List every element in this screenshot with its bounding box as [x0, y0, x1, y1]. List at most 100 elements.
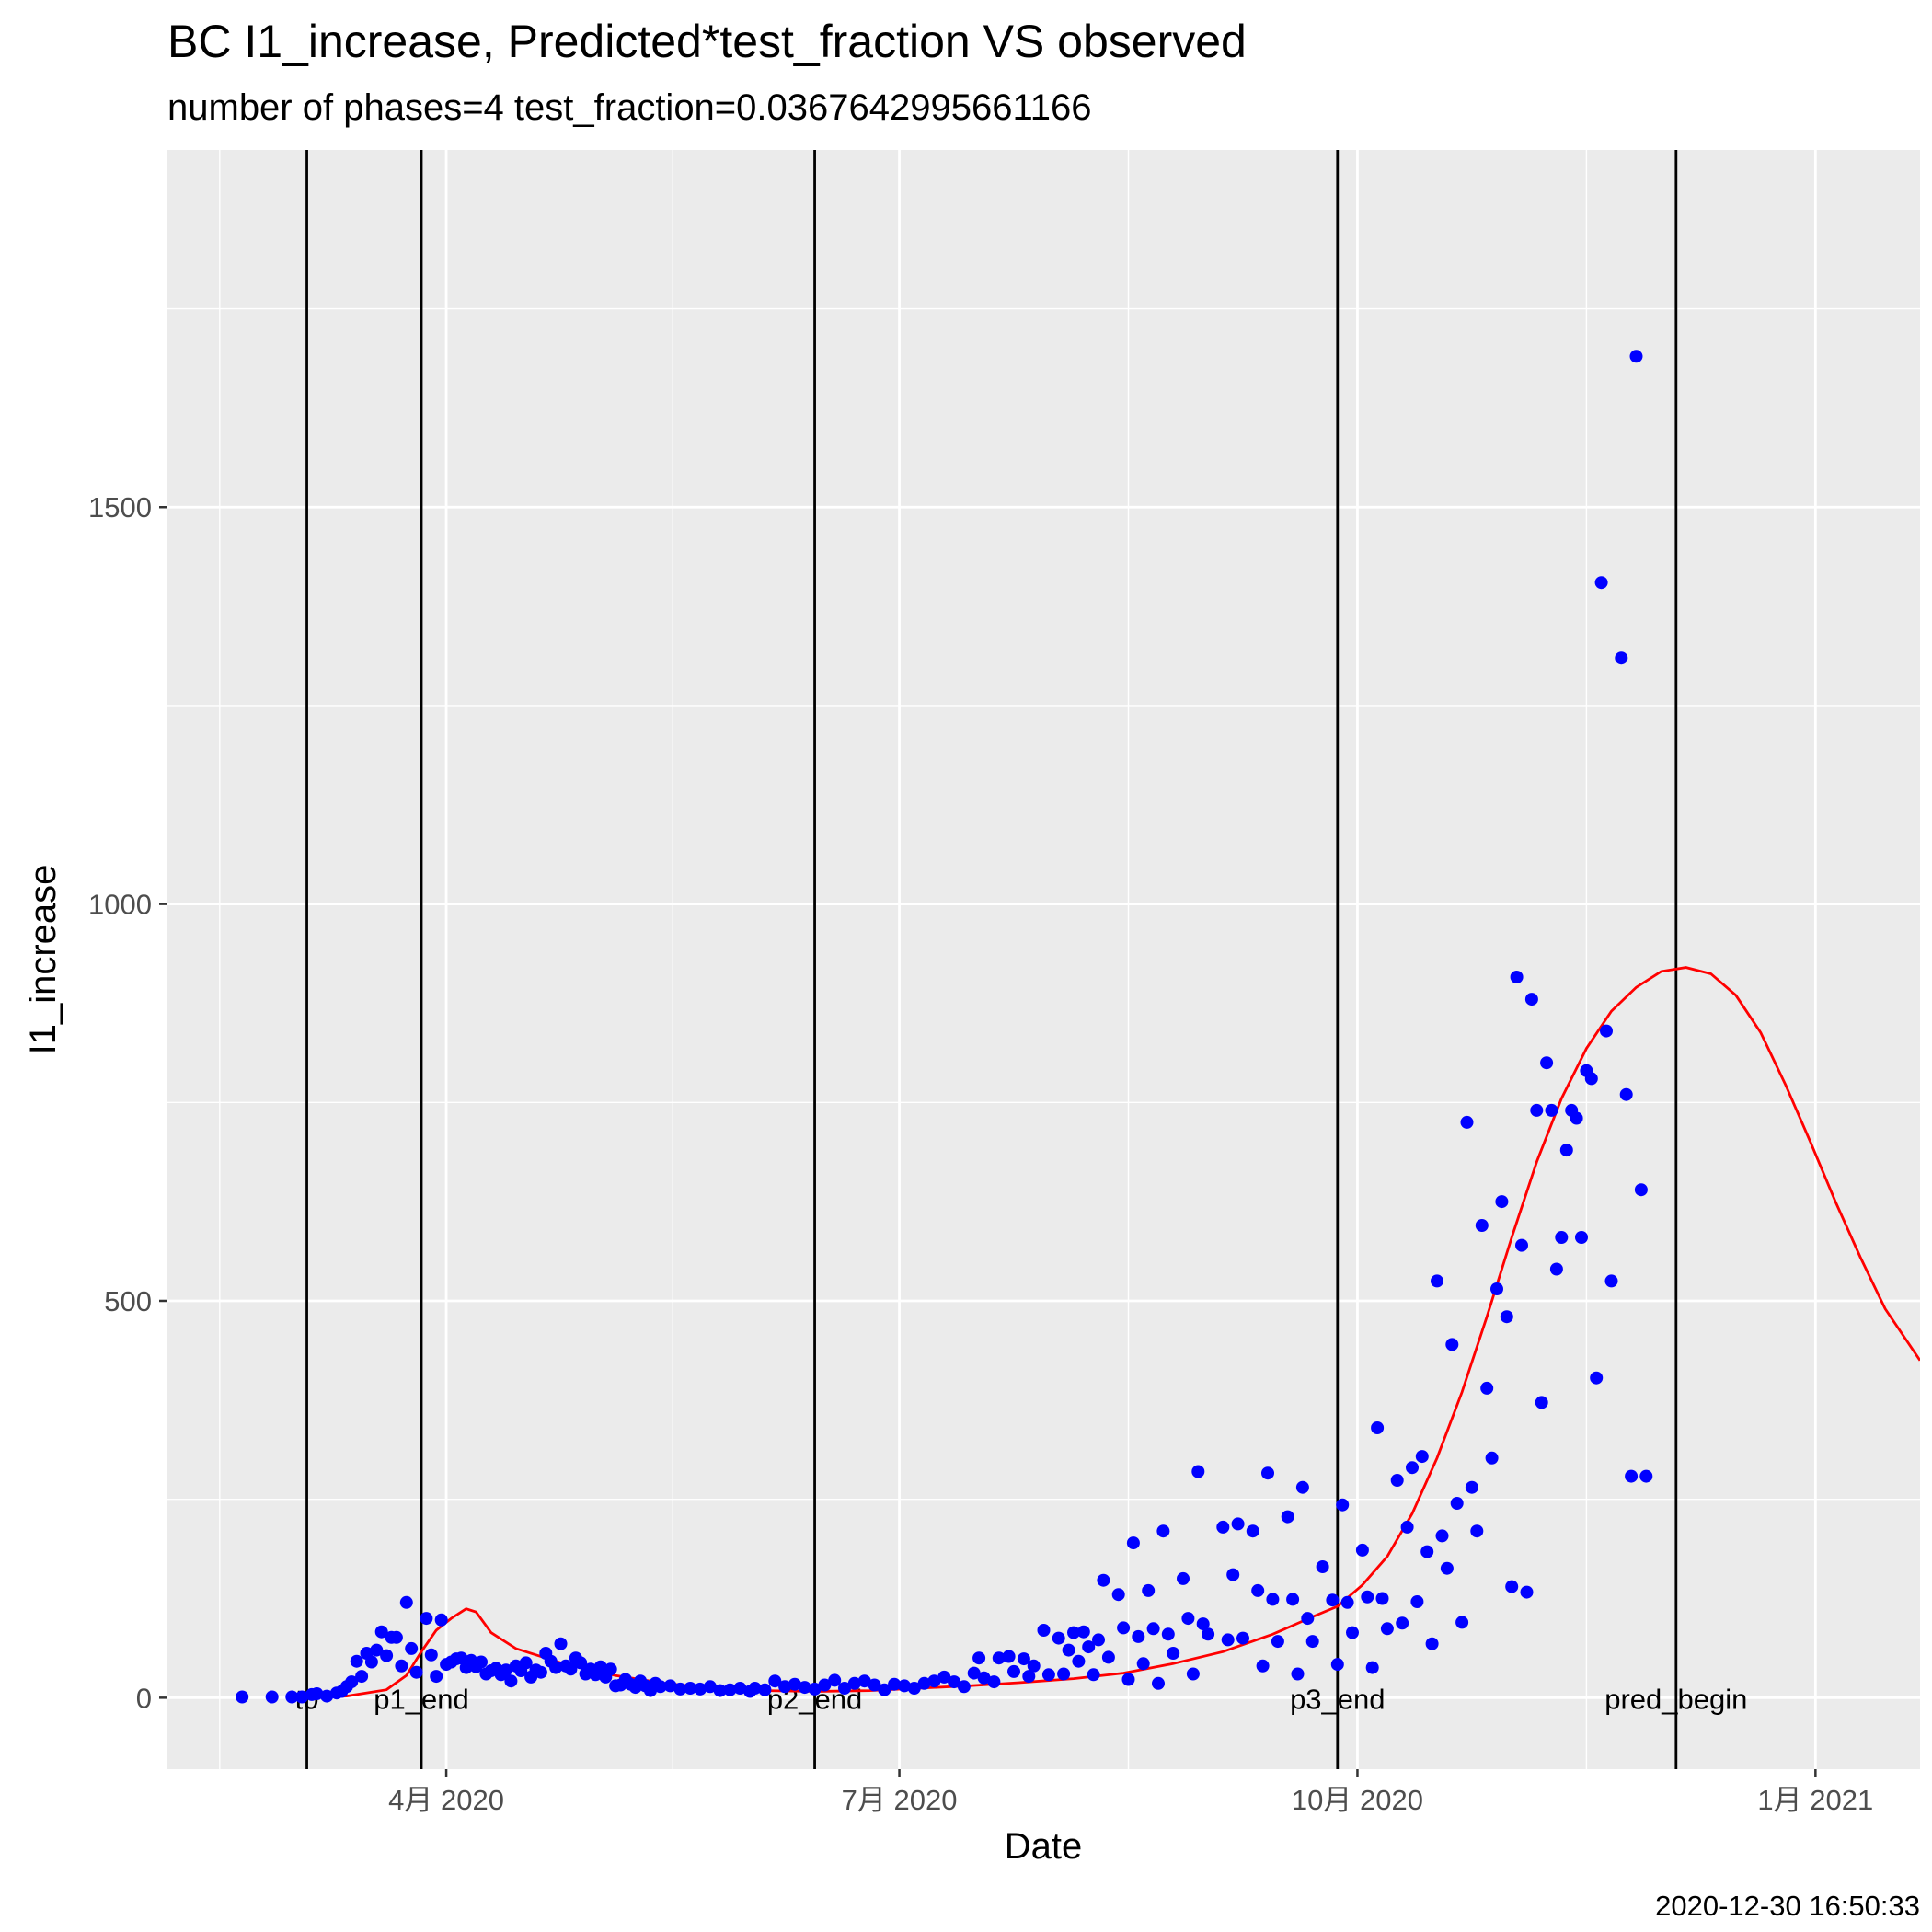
observed-point — [1485, 1451, 1499, 1465]
observed-point — [1440, 1561, 1454, 1575]
chart-title: BC I1_increase, Predicted*test_fraction … — [167, 16, 1247, 67]
observed-point — [1191, 1465, 1205, 1478]
timestamp-caption: 2020-12-30 16:50:33 — [1655, 1890, 1920, 1922]
observed-point — [395, 1659, 408, 1673]
observed-point — [937, 1670, 951, 1684]
observed-point — [1076, 1625, 1090, 1639]
observed-point — [838, 1682, 851, 1695]
observed-point — [1445, 1338, 1459, 1351]
observed-point — [1316, 1560, 1329, 1573]
x-tick-label: 7月 2020 — [842, 1784, 958, 1816]
observed-point — [593, 1660, 607, 1673]
observed-point — [1181, 1612, 1195, 1626]
x-tick-label: 10月 2020 — [1292, 1784, 1423, 1816]
observed-point — [549, 1661, 563, 1674]
observed-point — [847, 1676, 861, 1690]
observed-point — [723, 1683, 737, 1696]
predicted-line — [306, 966, 1920, 1699]
observed-point — [1375, 1592, 1389, 1605]
observed-point — [1152, 1676, 1165, 1690]
observed-point — [1236, 1631, 1249, 1645]
observed-point — [957, 1680, 971, 1694]
observed-point — [927, 1674, 941, 1688]
observed-point — [1022, 1670, 1036, 1684]
observed-point — [320, 1689, 334, 1703]
observed-point — [1007, 1664, 1020, 1678]
observed-point — [1410, 1595, 1424, 1608]
x-axis-title: Date — [1005, 1826, 1083, 1867]
observed-point — [1380, 1622, 1394, 1636]
observed-point — [430, 1670, 443, 1684]
observed-point — [1460, 1115, 1474, 1129]
observed-point — [355, 1670, 369, 1684]
observed-point — [1545, 1103, 1558, 1117]
observed-point — [1530, 1103, 1544, 1117]
observed-point — [1524, 993, 1538, 1006]
observed-point — [1475, 1219, 1489, 1232]
observed-point — [1117, 1621, 1131, 1635]
observed-point — [1425, 1637, 1439, 1650]
observed-point — [424, 1648, 438, 1662]
observed-point — [1251, 1583, 1265, 1597]
observed-point — [878, 1683, 891, 1696]
observed-point — [1092, 1633, 1105, 1647]
y-tick-label: 1500 — [88, 491, 152, 523]
observed-point — [733, 1682, 747, 1695]
observed-series — [236, 350, 1653, 1704]
observed-point — [1336, 1498, 1350, 1512]
observed-point — [399, 1595, 413, 1609]
observed-point — [405, 1641, 419, 1655]
observed-point — [1281, 1510, 1294, 1524]
observed-point — [758, 1683, 772, 1696]
observed-point — [1490, 1282, 1503, 1295]
observed-point — [798, 1681, 811, 1695]
observed-point — [713, 1684, 727, 1697]
observed-point — [1371, 1421, 1385, 1434]
observed-point — [673, 1682, 687, 1696]
observed-point — [987, 1675, 1001, 1689]
observed-point — [1101, 1650, 1115, 1664]
observed-point — [788, 1677, 801, 1691]
observed-point — [409, 1665, 423, 1679]
observed-point — [1121, 1673, 1135, 1686]
observed-point — [1326, 1593, 1340, 1607]
observed-point — [1027, 1659, 1041, 1673]
observed-point — [1570, 1111, 1583, 1125]
observed-point — [1261, 1466, 1274, 1480]
observed-point — [868, 1678, 881, 1692]
observed-point — [653, 1680, 667, 1694]
observed-point — [554, 1637, 568, 1650]
observed-point — [1266, 1593, 1280, 1606]
observed-point — [1082, 1640, 1096, 1654]
observed-point — [1067, 1626, 1080, 1639]
observed-point — [1052, 1631, 1065, 1645]
observed-point — [1186, 1667, 1200, 1681]
observed-point — [778, 1680, 792, 1694]
observed-point — [1037, 1624, 1051, 1637]
observed-point — [1301, 1612, 1315, 1626]
observed-point — [364, 1655, 378, 1669]
observed-point — [898, 1679, 911, 1693]
observed-point — [1231, 1517, 1245, 1531]
x-tick-label: 4月 2020 — [388, 1784, 504, 1816]
observed-point — [1355, 1543, 1369, 1557]
observed-point — [1584, 1072, 1598, 1086]
observed-point — [1062, 1643, 1075, 1657]
observed-point — [1431, 1274, 1443, 1288]
observed-point — [1246, 1524, 1259, 1538]
x-tick-label: 1月 2021 — [1757, 1784, 1873, 1816]
observed-point — [454, 1651, 468, 1665]
observed-point — [1500, 1310, 1513, 1324]
observed-point — [1167, 1647, 1180, 1660]
observed-point — [1202, 1627, 1215, 1641]
observed-point — [434, 1613, 448, 1627]
observed-point — [907, 1682, 921, 1695]
observed-point — [1619, 1087, 1633, 1101]
observed-point — [684, 1682, 697, 1695]
observed-point — [604, 1662, 617, 1676]
observed-point — [972, 1651, 986, 1665]
observed-point — [1415, 1450, 1429, 1464]
grid-major — [167, 150, 1920, 1769]
observed-point — [1639, 1469, 1653, 1483]
